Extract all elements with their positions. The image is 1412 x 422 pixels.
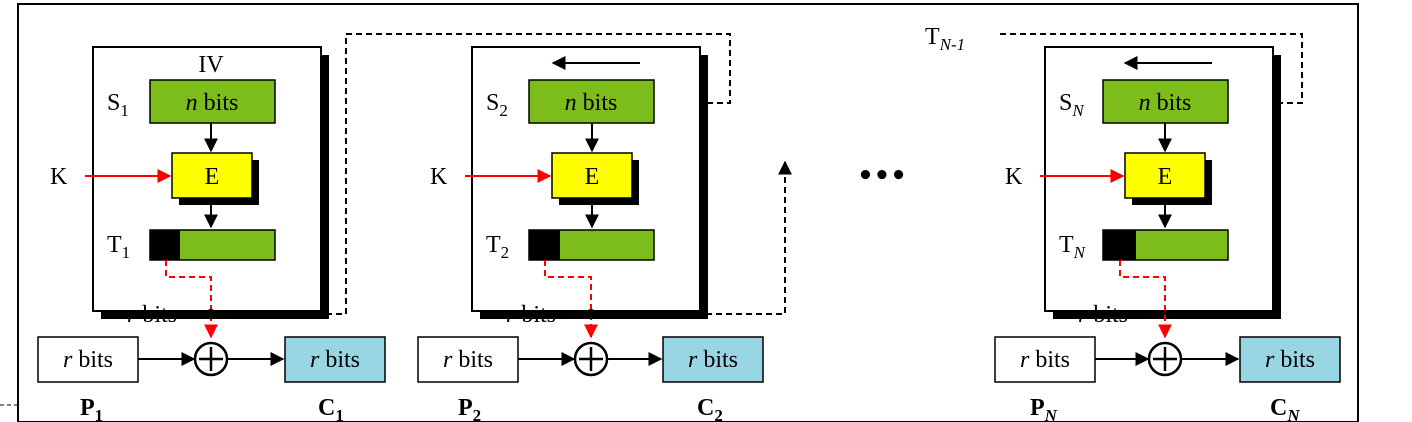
s1-label: S1 [107, 90, 129, 120]
t1-label: T1 [107, 232, 130, 262]
encrypt-box-n [1124, 152, 1206, 199]
r-bits-path-1 [165, 260, 218, 339]
output-r-segment-2 [529, 230, 560, 260]
shift-register-n [1102, 79, 1229, 124]
key-1-label: K [50, 164, 68, 190]
outer-frame [17, 3, 1359, 422]
key-2-label: K [430, 164, 448, 190]
s2-label: S2 [486, 90, 508, 120]
c1-label: C1 [318, 395, 344, 422]
register-n-label: n bits [1139, 90, 1192, 116]
ciphertext-box-2 [662, 336, 764, 383]
shift-register-2 [528, 79, 655, 124]
plaintext-box-n [994, 336, 1096, 383]
tn-label: TN [1059, 232, 1087, 262]
register-1-label: n bits [186, 90, 239, 116]
iv-label: IV [198, 52, 224, 78]
encrypt-2-label: E [585, 164, 600, 190]
feedback-line-1 [216, 33, 731, 315]
feedback-line-2 [596, 160, 792, 315]
ciphertext-box-n [1239, 336, 1341, 383]
r-bits-label-1: r bits [127, 302, 177, 328]
ciphertext-2-label: r bits [688, 347, 738, 373]
ellipsis: ••• [857, 161, 907, 191]
pn-label: PN [1030, 395, 1058, 422]
r-bits-label-2: r bits [506, 302, 556, 328]
junction-1 [206, 309, 216, 319]
cn-label: CN [1270, 395, 1300, 422]
feedback-t-n-1-label: TN-1 [925, 24, 965, 54]
c2-label: C2 [697, 395, 723, 422]
encrypt-box-2 [551, 152, 633, 199]
ciphertext-1-label: r bits [310, 347, 360, 373]
plaintext-box-1 [37, 336, 139, 383]
key-n-label: K [1005, 164, 1023, 190]
output-r-segment-1 [150, 230, 180, 260]
encrypt-1-label: E [205, 164, 220, 190]
output-r-segment-n [1103, 230, 1136, 260]
plaintext-2-label: r bits [443, 347, 493, 373]
stage-n: TN-1 SN n bits E K TN r bits r bits r bi… [925, 24, 1341, 422]
plaintext-n-label: r bits [1020, 347, 1070, 373]
r-bits-path-n [1119, 260, 1172, 339]
sn-label: SN [1059, 90, 1085, 120]
encrypt-n-label: E [1158, 164, 1173, 190]
p1-label: P1 [80, 395, 103, 422]
plaintext-1-label: r bits [63, 347, 113, 373]
encrypt-box-1 [171, 152, 253, 199]
stage-2: S2 n bits E K T2 r bits r bits r bits P2… [417, 46, 792, 422]
ciphertext-box-1 [284, 336, 386, 383]
r-bits-label-n: r bits [1078, 302, 1128, 328]
t2-label: T2 [486, 232, 509, 262]
r-bits-path-2 [544, 260, 598, 339]
plaintext-box-2 [417, 336, 519, 383]
register-2-label: n bits [565, 90, 618, 116]
shift-register-1 [149, 79, 276, 124]
junction-2 [586, 309, 596, 319]
p2-label: P2 [458, 395, 481, 422]
ciphertext-n-label: r bits [1265, 347, 1315, 373]
stage-1: IV S1 n bits E K T1 r bits r bits r bits… [37, 33, 731, 422]
